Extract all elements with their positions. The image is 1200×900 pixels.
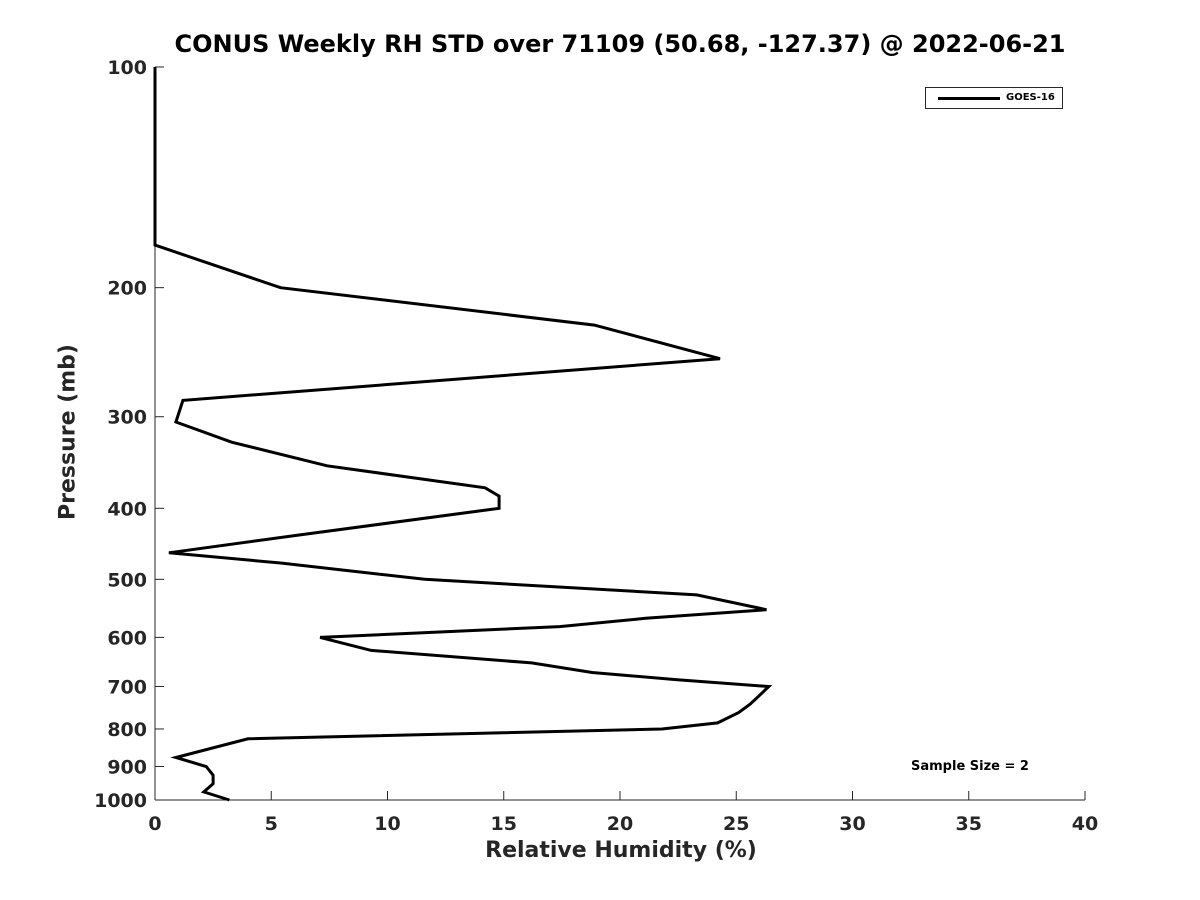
x-tick-label-0: 0 (148, 813, 161, 835)
y-axis-label: Pressure (mb) (55, 344, 81, 520)
y-tick-label-100: 100 (107, 57, 147, 79)
y-tick-label-400: 400 (107, 498, 147, 520)
chart-title: CONUS Weekly RH STD over 71109 (50.68, -… (174, 30, 1066, 58)
y-tick-label-600: 600 (107, 627, 147, 649)
y-tick-label-500: 500 (107, 569, 147, 591)
x-tick-label-30: 30 (839, 813, 865, 835)
legend-label-goes-16: GOES-16 (1006, 92, 1055, 103)
sample-size-annotation: Sample Size = 2 (911, 759, 1029, 774)
y-tick-label-200: 200 (107, 278, 147, 300)
x-tick-label-20: 20 (607, 813, 633, 835)
y-tick-label-300: 300 (107, 407, 147, 429)
x-tick-label-5: 5 (265, 813, 278, 835)
y-tick-label-900: 900 (107, 756, 147, 778)
y-tick-label-700: 700 (107, 676, 147, 698)
x-axis-label: Relative Humidity (%) (485, 838, 757, 863)
x-tick-label-15: 15 (491, 813, 517, 835)
y-tick-label-1000: 1000 (94, 790, 147, 812)
legend: GOES-16 (925, 87, 1063, 109)
x-tick-label-10: 10 (374, 813, 400, 835)
legend-swatch-goes-16 (938, 97, 1000, 100)
x-tick-label-40: 40 (1072, 813, 1098, 835)
y-tick-label-800: 800 (107, 719, 147, 741)
series-line-goes-16 (153, 67, 773, 802)
x-tick-label-25: 25 (723, 813, 749, 835)
x-tick-label-35: 35 (956, 813, 982, 835)
